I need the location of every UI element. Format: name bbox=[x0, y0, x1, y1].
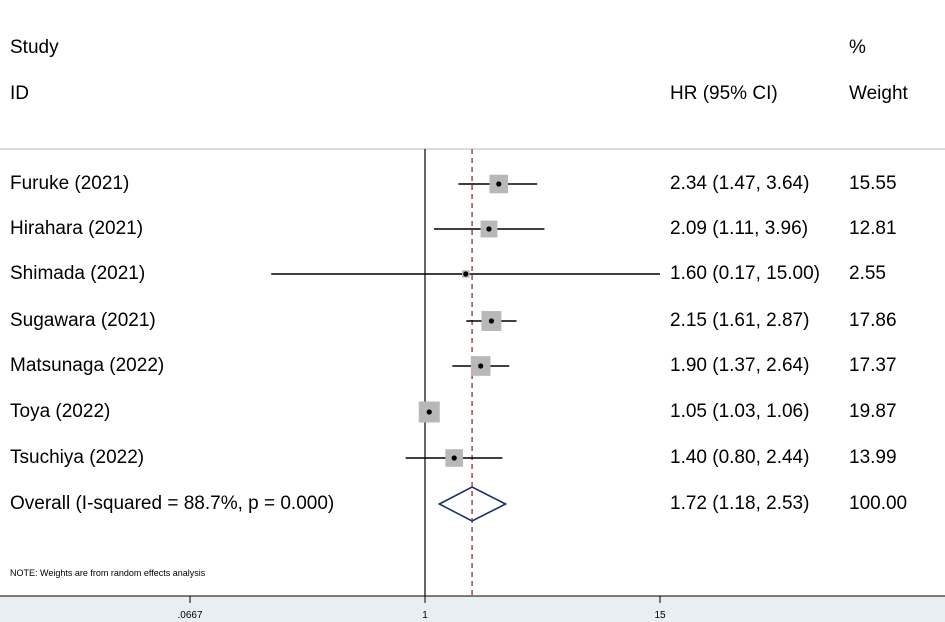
point-estimate bbox=[496, 181, 502, 187]
weight-text: 19.87 bbox=[849, 401, 897, 422]
study-label: Toya (2022) bbox=[10, 401, 111, 422]
weight-text: 2.55 bbox=[849, 263, 886, 284]
hr-ci-text: 1.05 (1.03, 1.06) bbox=[670, 401, 810, 422]
weight-text: 17.86 bbox=[849, 310, 897, 331]
x-tick-label: .0667 bbox=[178, 610, 203, 621]
overall-diamond bbox=[437, 486, 508, 522]
overall-label: Overall (I-squared = 88.7%, p = 0.000) bbox=[10, 493, 335, 514]
header-id: ID bbox=[10, 83, 29, 104]
study-rows bbox=[271, 174, 660, 467]
header-percent: % bbox=[849, 37, 866, 58]
hr-ci-text: 1.90 (1.37, 2.64) bbox=[670, 355, 810, 376]
study-label: Tsuchiya (2022) bbox=[10, 447, 145, 468]
header-study: Study bbox=[10, 37, 59, 58]
x-tick-label: 15 bbox=[654, 610, 666, 621]
study-label: Furuke (2021) bbox=[10, 173, 130, 194]
study-label: Matsunaga (2022) bbox=[10, 355, 165, 376]
study-label: Shimada (2021) bbox=[10, 263, 146, 284]
hr-ci-text: 2.15 (1.61, 2.87) bbox=[670, 310, 810, 331]
header-weight: Weight bbox=[849, 83, 908, 104]
point-estimate bbox=[463, 271, 469, 277]
axis-band bbox=[0, 596, 945, 622]
weight-text: 17.37 bbox=[849, 355, 897, 376]
x-tick-label: 1 bbox=[422, 610, 428, 621]
weight-text: 13.99 bbox=[849, 447, 897, 468]
hr-ci-text: 2.34 (1.47, 3.64) bbox=[670, 173, 810, 194]
weight-text: 12.81 bbox=[849, 218, 897, 239]
x-axis-ticks: .0667 1 15 bbox=[178, 596, 666, 621]
weight-text: 15.55 bbox=[849, 173, 897, 194]
point-estimate bbox=[451, 455, 457, 461]
point-estimate bbox=[478, 363, 484, 369]
overall-hr-ci-text: 1.72 (1.18, 2.53) bbox=[670, 493, 810, 514]
hr-ci-text: 1.60 (0.17, 15.00) bbox=[670, 263, 820, 284]
hr-ci-text: 2.09 (1.11, 3.96) bbox=[670, 218, 809, 239]
overall-weight-text: 100.00 bbox=[849, 493, 908, 514]
point-estimate bbox=[486, 226, 492, 232]
point-estimate bbox=[488, 318, 495, 324]
study-label: Sugawara (2021) bbox=[10, 310, 156, 331]
note-text: NOTE: Weights are from random effects an… bbox=[10, 568, 206, 578]
point-estimate bbox=[426, 409, 432, 415]
study-label: Hirahara (2021) bbox=[10, 218, 144, 239]
header-hr: HR (95% CI) bbox=[670, 83, 778, 104]
hr-ci-text: 1.40 (0.80, 2.44) bbox=[670, 447, 810, 468]
